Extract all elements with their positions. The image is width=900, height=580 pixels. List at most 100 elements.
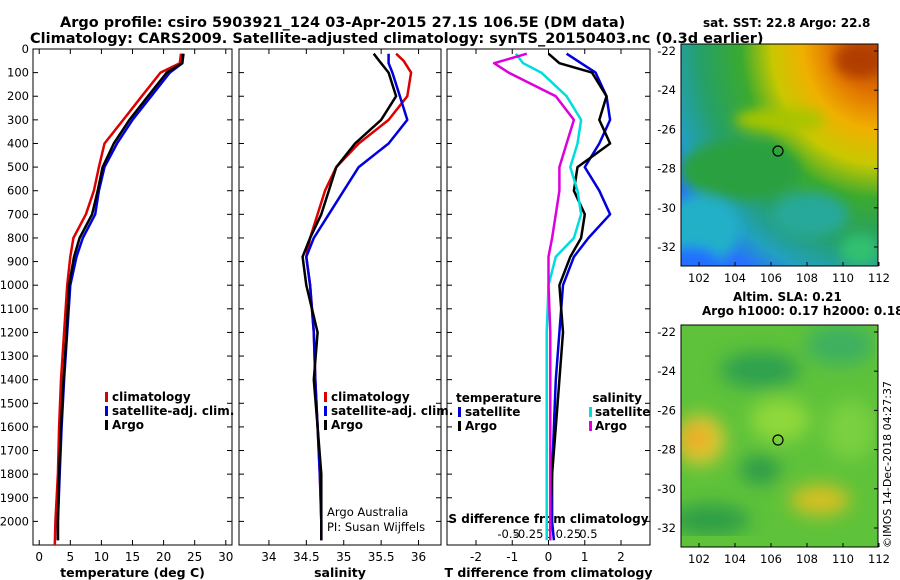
y-tick-label: 1600 bbox=[0, 420, 29, 434]
legend-swatch bbox=[324, 420, 327, 430]
top-x-tick-label: 0.5 bbox=[579, 527, 597, 541]
y-tick-label: 900 bbox=[7, 255, 29, 269]
legend-heading-temperature: temperature bbox=[456, 391, 541, 405]
x-tick-label: 0 bbox=[35, 550, 43, 564]
series-line-salinity-satellite bbox=[514, 52, 583, 541]
x-tick-label: 10 bbox=[94, 550, 109, 564]
legend-swatch bbox=[589, 407, 592, 417]
map-x-tick-label: 110 bbox=[832, 271, 854, 285]
y-tick-label: 1100 bbox=[0, 302, 29, 316]
difference-panel: -2 -1 0 1 2T difference from climatology -0.5… bbox=[444, 48, 653, 580]
legend-swatch bbox=[105, 420, 108, 430]
map-x-tick-label: 108 bbox=[796, 271, 818, 285]
legend-swatch bbox=[324, 392, 327, 402]
y-tick-label: 1400 bbox=[0, 373, 29, 387]
attribution-line-1: Argo Australia bbox=[327, 505, 408, 519]
map-y-tick-label: -32 bbox=[657, 521, 676, 535]
series-line-climatology bbox=[53, 53, 183, 546]
x-tick-label: 20 bbox=[156, 550, 171, 564]
legend-swatch bbox=[458, 421, 461, 431]
y-tick-label: 200 bbox=[7, 89, 29, 103]
map-y-tick-label: -32 bbox=[657, 240, 676, 254]
map-y-tick-label: -30 bbox=[657, 201, 676, 215]
legend-heading-salinity: salinity bbox=[592, 391, 642, 405]
series-line-temperature-argo bbox=[547, 52, 612, 541]
y-tick-label: 800 bbox=[7, 231, 29, 245]
x-tick-label: -2 bbox=[470, 550, 482, 564]
x-axis-label: temperature (deg C) bbox=[60, 565, 205, 580]
legend-label: Argo bbox=[465, 419, 497, 433]
map-y-tick-label: -22 bbox=[657, 325, 676, 339]
map-x-tick-label: 106 bbox=[760, 271, 782, 285]
sla-map: Altim. SLA: 0.21 Argo h1000: 0.17 h2000:… bbox=[657, 290, 900, 566]
top-x-tick-label: -0.25 bbox=[514, 527, 544, 541]
map-y-tick-label: -26 bbox=[657, 122, 676, 136]
series-line-argo bbox=[56, 53, 185, 541]
attribution-line-2: PI: Susan Wijffels bbox=[327, 520, 425, 534]
top-x-tick-label: -0.5 bbox=[497, 527, 519, 541]
plot-frame bbox=[32, 48, 233, 546]
legend-swatch bbox=[105, 392, 108, 402]
salinity-panel: 34 34.5 35 35.5 36 salinity climatologysatelli… bbox=[238, 48, 453, 580]
sst-map-title: sat. SST: 22.8 Argo: 22.8 bbox=[703, 16, 870, 30]
y-tick-label: 1700 bbox=[0, 444, 29, 458]
map-y-tick-label: -30 bbox=[657, 482, 676, 496]
legend-label: Argo bbox=[595, 419, 627, 433]
map-x-tick-label: 102 bbox=[688, 271, 710, 285]
legend-label: satellite-adj. clim. bbox=[112, 404, 234, 418]
temperature-panel: 0 5 10 15 20 25 30 temperature (deg C) 0 100 200 30… bbox=[0, 42, 234, 580]
copyright-timestamp: ©IMOS 14-Dec-2018 04:27:37 bbox=[881, 381, 894, 548]
map-y-tick-label: -24 bbox=[657, 83, 676, 97]
legend-label: climatology bbox=[112, 390, 191, 404]
map-y-tick-label: -22 bbox=[657, 44, 676, 58]
x-tick-label: 0 bbox=[545, 550, 553, 564]
y-tick-label: 1800 bbox=[0, 467, 29, 481]
legend-swatch bbox=[589, 421, 592, 431]
top-x-tick-label: 0.25 bbox=[556, 527, 582, 541]
sla-map-title-1: Altim. SLA: 0.21 bbox=[733, 290, 842, 304]
y-tick-label: 400 bbox=[7, 136, 29, 150]
map-x-tick-label: 110 bbox=[832, 552, 854, 566]
series-line-salinity-argo bbox=[492, 52, 576, 541]
x-tick-label: 34 bbox=[261, 550, 276, 564]
map-x-tick-label: 104 bbox=[724, 271, 746, 285]
series-line-argo bbox=[301, 52, 398, 541]
x-axis-label: salinity bbox=[314, 565, 366, 580]
x-axis-label: T difference from climatology bbox=[444, 565, 652, 580]
x-tick-label: 2 bbox=[617, 550, 625, 564]
x-tick-label: 36 bbox=[411, 550, 426, 564]
x-tick-label: 25 bbox=[187, 550, 202, 564]
legend-swatch bbox=[105, 406, 108, 416]
y-tick-label: 100 bbox=[7, 66, 29, 80]
sla-profile-marker bbox=[772, 434, 784, 446]
map-x-tick-label: 102 bbox=[688, 552, 710, 566]
y-tick-label: 1300 bbox=[0, 349, 29, 363]
x-tick-label: 35.5 bbox=[368, 550, 395, 564]
y-tick-label: 500 bbox=[7, 160, 29, 174]
legend-label: satellite bbox=[595, 405, 650, 419]
sla-map-title-2: Argo h1000: 0.17 h2000: 0.18 bbox=[702, 304, 900, 318]
x-tick-label: 30 bbox=[218, 550, 233, 564]
x-tick-label: 15 bbox=[125, 550, 140, 564]
y-tick-label: 0 bbox=[22, 42, 29, 56]
x-tick-label: 34.5 bbox=[293, 550, 320, 564]
series-line-satellite-adj-clim- bbox=[56, 53, 184, 541]
y-tick-label: 1500 bbox=[0, 396, 29, 410]
plot-frame bbox=[238, 48, 442, 546]
x-tick-label: 1 bbox=[581, 550, 589, 564]
top-x-axis-label: S difference from climatology bbox=[448, 512, 648, 526]
legend-label: satellite-adj. clim. bbox=[331, 404, 453, 418]
map-x-tick-label: 112 bbox=[868, 552, 890, 566]
top-x-tick-label: 0 bbox=[545, 527, 552, 541]
y-tick-label: 600 bbox=[7, 184, 29, 198]
legend-swatch bbox=[458, 407, 461, 417]
x-tick-label: 5 bbox=[66, 550, 74, 564]
map-x-tick-label: 104 bbox=[724, 552, 746, 566]
legend-swatch bbox=[324, 406, 327, 416]
y-tick-label: 1900 bbox=[0, 491, 29, 505]
map-y-tick-label: -28 bbox=[657, 443, 676, 457]
legend-label: satellite bbox=[465, 405, 520, 419]
map-y-tick-label: -24 bbox=[657, 364, 676, 378]
y-tick-label: 1000 bbox=[0, 278, 29, 292]
